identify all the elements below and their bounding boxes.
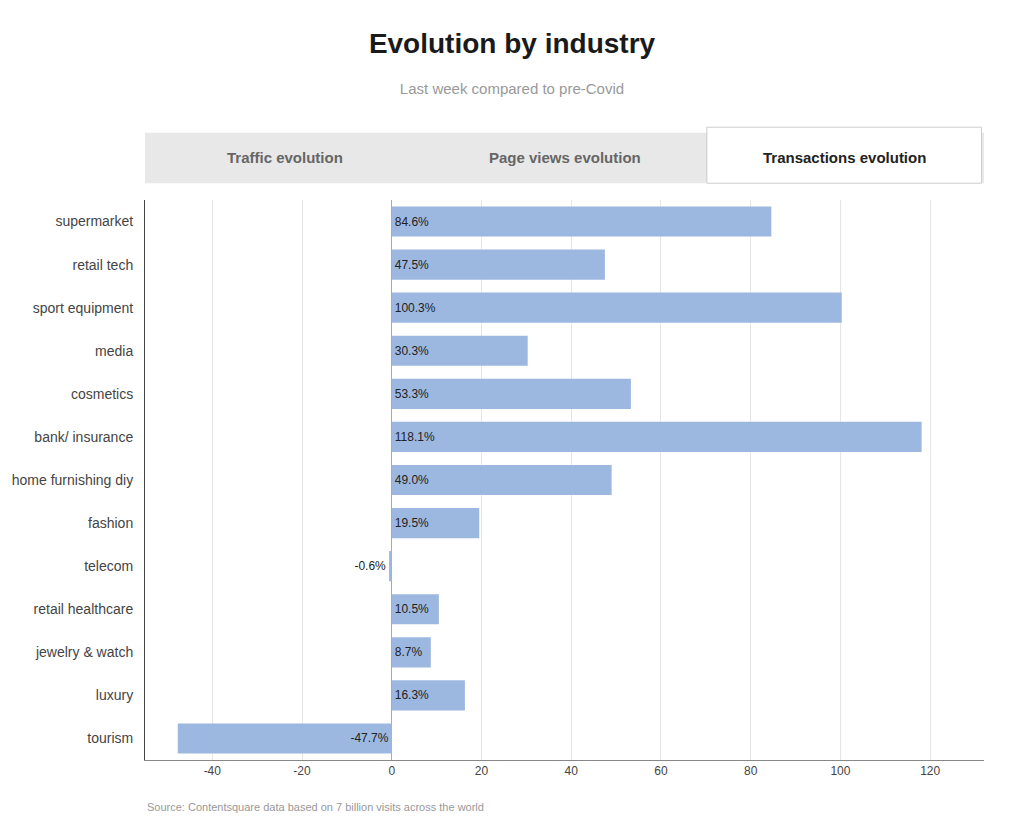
svg-text:120: 120 [920, 764, 940, 778]
svg-text:-20: -20 [293, 764, 311, 778]
svg-text:16.3%: 16.3% [395, 688, 429, 702]
svg-text:sport equipment: sport equipment [33, 300, 134, 316]
svg-text:-40: -40 [204, 764, 222, 778]
svg-text:19.5%: 19.5% [395, 516, 429, 530]
svg-text:80: 80 [744, 764, 758, 778]
svg-text:49.0%: 49.0% [395, 473, 429, 487]
svg-text:47.5%: 47.5% [395, 258, 429, 272]
svg-text:100: 100 [830, 764, 850, 778]
svg-text:luxury: luxury [96, 687, 133, 703]
svg-text:40: 40 [565, 764, 579, 778]
svg-text:telecom: telecom [84, 558, 133, 574]
svg-text:Page views evolution: Page views evolution [489, 149, 641, 166]
svg-text:-0.6%: -0.6% [354, 559, 386, 573]
svg-text:10.5%: 10.5% [395, 602, 429, 616]
svg-text:118.1%: 118.1% [395, 430, 435, 444]
svg-text:tourism: tourism [87, 730, 133, 746]
svg-text:53.3%: 53.3% [395, 387, 429, 401]
svg-text:fashion: fashion [88, 515, 133, 531]
svg-text:media: media [95, 343, 133, 359]
svg-text:-47.7%: -47.7% [350, 731, 388, 745]
svg-text:0: 0 [388, 764, 395, 778]
svg-text:20: 20 [475, 764, 489, 778]
svg-text:supermarket: supermarket [55, 213, 133, 229]
svg-text:60: 60 [654, 764, 668, 778]
svg-text:bank/ insurance: bank/ insurance [34, 429, 133, 445]
svg-text:Evolution by industry: Evolution by industry [369, 28, 656, 59]
svg-text:Transactions evolution: Transactions evolution [763, 149, 926, 166]
svg-text:jewelry & watch: jewelry & watch [35, 644, 133, 660]
svg-text:Source: Contentsquare data bas: Source: Contentsquare data based on 7 bi… [147, 801, 484, 813]
svg-text:home furnishing diy: home furnishing diy [12, 472, 133, 488]
svg-text:Traffic evolution: Traffic evolution [227, 149, 343, 166]
svg-text:84.6%: 84.6% [395, 215, 429, 229]
svg-text:retail tech: retail tech [72, 257, 133, 273]
svg-text:cosmetics: cosmetics [71, 386, 133, 402]
svg-text:100.3%: 100.3% [395, 301, 436, 315]
svg-text:retail healthcare: retail healthcare [34, 601, 134, 617]
svg-text:Last week compared to pre-Covi: Last week compared to pre-Covid [400, 80, 624, 97]
svg-text:8.7%: 8.7% [395, 645, 423, 659]
svg-text:30.3%: 30.3% [395, 344, 429, 358]
